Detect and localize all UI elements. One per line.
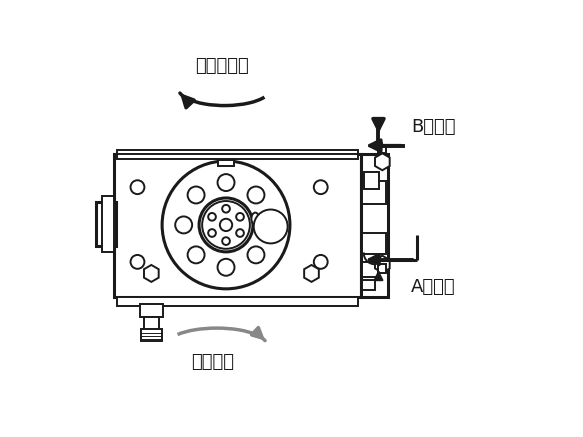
- Polygon shape: [304, 265, 319, 282]
- Circle shape: [248, 246, 265, 264]
- Bar: [140, 304, 163, 317]
- Circle shape: [236, 213, 244, 221]
- Circle shape: [188, 187, 205, 204]
- Bar: [141, 329, 162, 341]
- Circle shape: [314, 255, 328, 269]
- Circle shape: [220, 219, 232, 231]
- Circle shape: [131, 255, 145, 269]
- Text: 反時計周り: 反時計周り: [195, 57, 249, 75]
- Circle shape: [208, 213, 216, 221]
- Bar: [362, 232, 386, 254]
- Circle shape: [254, 209, 287, 243]
- Bar: [378, 146, 386, 153]
- Circle shape: [202, 201, 250, 249]
- Text: Bポート: Bポート: [411, 118, 455, 136]
- Text: Aポート: Aポート: [411, 278, 455, 296]
- Bar: [114, 154, 361, 297]
- Circle shape: [222, 205, 230, 212]
- Bar: [362, 262, 378, 277]
- Circle shape: [260, 216, 277, 233]
- Bar: [362, 280, 375, 290]
- Polygon shape: [375, 153, 389, 170]
- Circle shape: [162, 161, 290, 289]
- Polygon shape: [144, 265, 159, 282]
- Circle shape: [199, 198, 253, 252]
- Circle shape: [175, 216, 192, 233]
- Circle shape: [314, 180, 328, 194]
- Bar: [96, 202, 116, 246]
- Circle shape: [222, 237, 230, 245]
- Bar: [362, 181, 386, 204]
- Circle shape: [217, 174, 234, 191]
- Polygon shape: [375, 256, 389, 273]
- Bar: [378, 264, 386, 274]
- Circle shape: [217, 259, 234, 276]
- Circle shape: [131, 180, 145, 194]
- Bar: [361, 154, 388, 297]
- Circle shape: [208, 229, 216, 237]
- Bar: [117, 297, 358, 306]
- Bar: [217, 160, 234, 166]
- Ellipse shape: [251, 212, 259, 225]
- Circle shape: [236, 229, 244, 237]
- Bar: [117, 150, 358, 160]
- Circle shape: [188, 246, 205, 264]
- Bar: [143, 316, 159, 329]
- Bar: [364, 172, 380, 189]
- Circle shape: [248, 187, 265, 204]
- Bar: [102, 196, 114, 252]
- Text: 時計周り: 時計周り: [191, 353, 234, 371]
